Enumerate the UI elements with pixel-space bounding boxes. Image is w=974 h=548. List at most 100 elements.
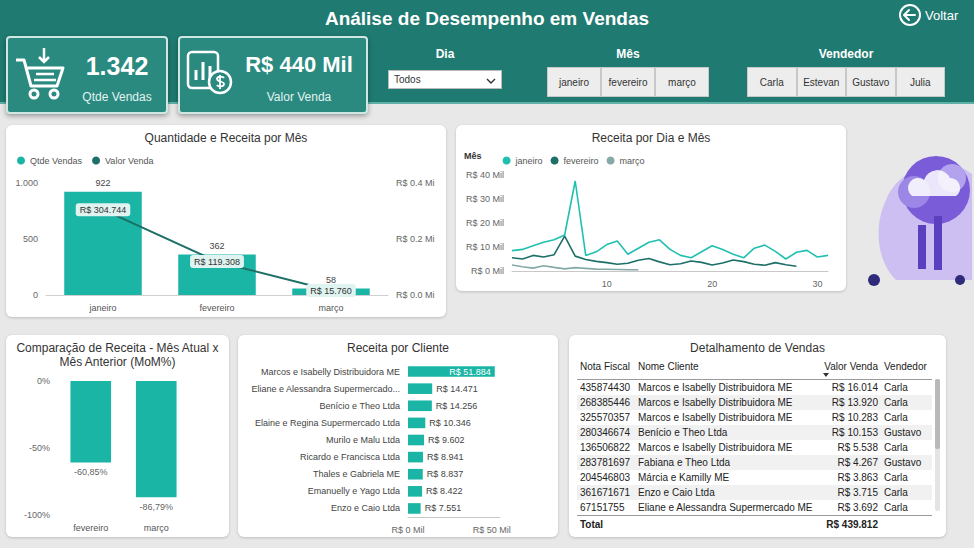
svg-text:-50%: -50%: [29, 443, 50, 453]
svg-text:janeiro: janeiro: [515, 156, 543, 166]
html-text:Voltar: Voltar: [925, 8, 959, 23]
html-text:R$ 439.812: R$ 439.812: [826, 518, 878, 530]
html-text:Dia: Dia: [435, 47, 455, 61]
html-text:Vendedor: Vendedor: [818, 47, 874, 61]
svg-text:0: 0: [33, 290, 38, 300]
html-text:Valor Venda: Valor Venda: [266, 90, 332, 104]
html-text:280346674: 280346674: [580, 427, 631, 438]
html-text:Análise de Desempenho em Venda: Análise de Desempenho em Vendas: [324, 8, 650, 29]
html-text:R$ 16.014: R$ 16.014: [831, 382, 878, 393]
svg-text:R$ 7.551: R$ 7.551: [425, 503, 462, 513]
svg-text:R$ 51.884: R$ 51.884: [449, 367, 491, 377]
svg-text:R$ 119.308: R$ 119.308: [194, 257, 240, 267]
svg-text:fevereiro: fevereiro: [199, 303, 234, 313]
svg-text:Qtde Vendas: Qtde Vendas: [30, 156, 83, 166]
html-text:Julia: Julia: [910, 76, 931, 88]
html-text:Total: Total: [580, 518, 604, 530]
svg-text:março: março: [620, 156, 645, 166]
svg-text:R$ 50 Mil: R$ 50 Mil: [473, 525, 511, 535]
html-text:Detalhamento de Vendas: Detalhamento de Vendas: [690, 341, 825, 355]
svg-text:Murilo e Malu Ltda: Murilo e Malu Ltda: [326, 435, 400, 445]
svg-text:R$ 0.0 Mi: R$ 0.0 Mi: [396, 290, 435, 300]
svg-text:30: 30: [812, 279, 822, 289]
svg-text:R$ 8.837: R$ 8.837: [427, 469, 464, 479]
svg-text:0%: 0%: [37, 376, 50, 386]
html-text:Carla: Carla: [884, 412, 908, 423]
svg-text:R$ 304.744: R$ 304.744: [80, 205, 127, 215]
svg-text:-86,79%: -86,79%: [139, 502, 173, 512]
svg-text:R$ 8.941: R$ 8.941: [427, 452, 464, 462]
svg-text:Enzo e Caio Ltda: Enzo e Caio Ltda: [331, 503, 400, 513]
svg-text:R$ 15.760: R$ 15.760: [310, 286, 352, 296]
svg-text:Ricardo e Francisca Ltda: Ricardo e Francisca Ltda: [300, 452, 400, 462]
svg-text:Mês: Mês: [464, 151, 482, 161]
svg-text:Emanuelly e Yago Ltda: Emanuelly e Yago Ltda: [308, 486, 400, 496]
svg-text:R$ 0 Mil: R$ 0 Mil: [391, 525, 424, 535]
html-text:Carla: Carla: [884, 382, 908, 393]
html-text:Gustavo: Gustavo: [852, 76, 890, 88]
svg-text:Thales e Gabriela ME: Thales e Gabriela ME: [313, 469, 400, 479]
html-text:Carla: Carla: [884, 397, 908, 408]
html-text:1.342: 1.342: [85, 52, 149, 80]
svg-text:R$ 10.346: R$ 10.346: [429, 418, 471, 428]
html-text:Qtde Vendas: Qtde Vendas: [82, 90, 152, 104]
svg-text:março: março: [318, 303, 343, 313]
html-text:Gustavo: Gustavo: [884, 427, 922, 438]
html-text:R$ 10.153: R$ 10.153: [831, 427, 878, 438]
html-text:Carla: Carla: [759, 76, 784, 88]
html-text:R$ 13.920: R$ 13.920: [831, 397, 878, 408]
svg-text:fevereiro: fevereiro: [73, 523, 108, 533]
svg-text:Marcos e Isabelly Distribuidor: Marcos e Isabelly Distribuidora ME: [261, 367, 400, 377]
html-text:Marcos e Isabelly Distribuidor: Marcos e Isabelly Distribuidora ME: [638, 412, 793, 423]
svg-text:Benício e Theo Ltda: Benício e Theo Ltda: [320, 401, 400, 411]
html-text:435874430: 435874430: [580, 382, 631, 393]
html-text:R$ 440 Mil: R$ 440 Mil: [245, 52, 353, 77]
html-text:268385446: 268385446: [580, 397, 631, 408]
html-text:Nome Cliente: Nome Cliente: [638, 361, 699, 372]
svg-text:58: 58: [326, 275, 336, 285]
svg-text:R$ 0.4 Mi: R$ 0.4 Mi: [396, 178, 435, 188]
svg-text:R$ 40 Mil: R$ 40 Mil: [466, 170, 504, 180]
html-text:R$ 10.283: R$ 10.283: [831, 412, 878, 423]
html-text:Receita por Cliente: Receita por Cliente: [347, 341, 449, 355]
html-text:Quantidade e Receita por Mês: Quantidade e Receita por Mês: [144, 131, 308, 145]
html-text:janeiro: janeiro: [559, 76, 589, 88]
svg-text:20: 20: [707, 279, 717, 289]
html-text:Benício e Theo Ltda: Benício e Theo Ltda: [638, 427, 728, 438]
html-text:fevereiro: fevereiro: [608, 76, 648, 88]
html-text:Estevan: Estevan: [803, 76, 840, 88]
html-text:Nota Fiscal: Nota Fiscal: [580, 361, 630, 372]
svg-text:922: 922: [95, 178, 110, 188]
svg-text:R$ 20 Mil: R$ 20 Mil: [466, 218, 504, 228]
svg-text:362: 362: [209, 241, 224, 251]
html-text:Mês: Mês: [616, 47, 640, 61]
svg-text:-60,85%: -60,85%: [74, 467, 108, 477]
html-text:Todos: Todos: [394, 74, 421, 85]
svg-text:R$ 14.471: R$ 14.471: [436, 384, 478, 394]
svg-text:R$ 0.2 Mi: R$ 0.2 Mi: [396, 234, 435, 244]
svg-text:500: 500: [23, 234, 38, 244]
svg-text:Valor Venda: Valor Venda: [105, 156, 153, 166]
svg-text:Elaine e Regina Supermercado L: Elaine e Regina Supermercado Ltda: [255, 418, 400, 428]
html-text:Marcos e Isabelly Distribuidor: Marcos e Isabelly Distribuidora ME: [638, 397, 793, 408]
svg-text:janeiro: janeiro: [88, 303, 116, 313]
svg-text:10: 10: [602, 279, 612, 289]
svg-text:março: março: [144, 523, 169, 533]
svg-text:R$ 0 Mil: R$ 0 Mil: [471, 266, 504, 276]
html-text:Vendedor: Vendedor: [884, 361, 927, 372]
html-text:Valor Venda: Valor Venda: [824, 361, 878, 372]
html-text:325570357: 325570357: [580, 412, 631, 423]
svg-text:R$ 8.422: R$ 8.422: [426, 486, 463, 496]
svg-text:R$ 14.256: R$ 14.256: [436, 401, 478, 411]
html-text:Receita por Dia e Mês: Receita por Dia e Mês: [591, 131, 711, 145]
svg-text:R$ 9.602: R$ 9.602: [428, 435, 465, 445]
svg-text:Eliane e Alessandra Supermerca: Eliane e Alessandra Supermercado...: [251, 384, 400, 394]
html-text:março: março: [668, 76, 696, 88]
svg-text:R$ 10 Mil: R$ 10 Mil: [466, 242, 504, 252]
html-text:Marcos e Isabelly Distribuidor: Marcos e Isabelly Distribuidora ME: [638, 382, 793, 393]
svg-text:R$ 30 Mil: R$ 30 Mil: [466, 194, 504, 204]
svg-text:-100%: -100%: [24, 510, 50, 520]
html-text:Comparação de Receita - Mês At: Comparação de Receita - Mês Atual x Mês …: [16, 341, 219, 369]
svg-text:1.000: 1.000: [15, 178, 38, 188]
svg-text:fevereiro: fevereiro: [564, 156, 599, 166]
